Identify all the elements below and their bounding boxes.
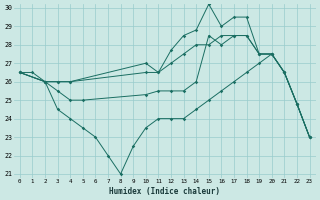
X-axis label: Humidex (Indice chaleur): Humidex (Indice chaleur) (109, 187, 220, 196)
